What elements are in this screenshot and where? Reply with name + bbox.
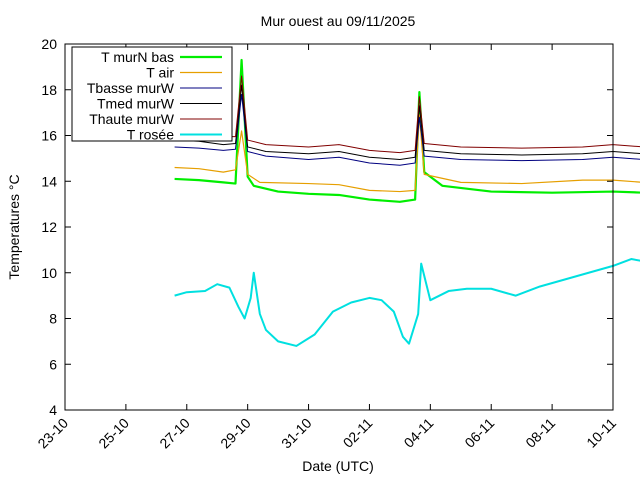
series-layer [174, 58, 640, 347]
y-tick-label: 8 [49, 311, 57, 327]
y-tick-label: 10 [41, 265, 57, 281]
x-tick-label: 04-11 [401, 415, 437, 451]
y-tick-label: 16 [41, 128, 57, 144]
legend-label: T murN bas [101, 49, 174, 65]
y-tick-label: 18 [41, 82, 57, 98]
series-line [174, 58, 640, 203]
x-tick-label: 02-11 [340, 415, 376, 451]
series-line [174, 258, 640, 347]
y-tick-label: 12 [41, 219, 57, 235]
legend-label: Thaute murW [89, 111, 175, 127]
y-tick-label: 14 [41, 173, 57, 189]
x-tick-label: 29-10 [217, 415, 254, 452]
x-tick-label: 25-10 [95, 415, 132, 452]
legend-box [71, 46, 233, 142]
chart-title: Mur ouest au 09/11/2025 [261, 13, 416, 29]
y-tick-label: 6 [49, 356, 57, 372]
x-tick-label: 06-11 [461, 415, 497, 451]
legend-label: T air [146, 65, 174, 81]
y-tick-label: 4 [49, 402, 57, 418]
x-axis-label: Date (UTC) [302, 458, 374, 474]
x-tick-label: 08-11 [522, 415, 558, 451]
legend-label: T rosée [127, 127, 174, 143]
x-tick-label: 10-11 [583, 415, 619, 451]
x-tick-label: 23-10 [34, 415, 71, 452]
y-axis-label: Temperatures °C [6, 174, 22, 279]
x-tick-label: 31-10 [278, 415, 315, 452]
x-tick-label: 27-10 [156, 415, 193, 452]
y-tick-label: 20 [41, 36, 57, 52]
y-axis-ticks: 4 6 8 10 12 14 16 18 20 [41, 36, 613, 418]
legend-label: Tmed murW [97, 96, 175, 112]
legend-label: Tbasse murW [87, 80, 175, 96]
